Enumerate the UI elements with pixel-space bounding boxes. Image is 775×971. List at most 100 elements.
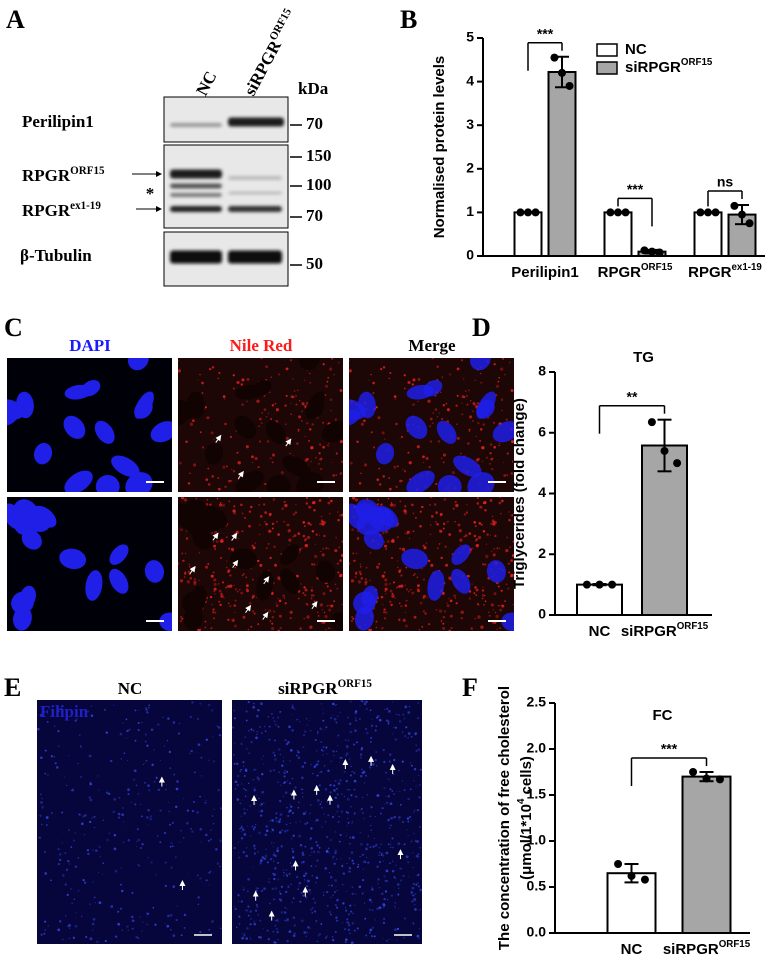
filipin-dot bbox=[253, 847, 257, 850]
filipin-dot bbox=[332, 858, 334, 860]
filipin-dot bbox=[55, 766, 59, 769]
filipin-dot bbox=[401, 731, 404, 733]
lipid-dot bbox=[220, 592, 223, 595]
filipin-dot bbox=[173, 773, 176, 776]
lipid-dot bbox=[264, 482, 267, 486]
lipid-dot bbox=[326, 585, 329, 588]
filipin-dot bbox=[314, 739, 317, 741]
data-point bbox=[696, 208, 705, 217]
filipin-dot bbox=[172, 934, 176, 937]
lipid-dot bbox=[437, 440, 441, 443]
filipin-dot bbox=[325, 849, 329, 853]
lipid-dot bbox=[468, 532, 472, 535]
filipin-dot bbox=[233, 762, 236, 765]
filipin-dot bbox=[413, 898, 417, 901]
filipin-dot bbox=[82, 815, 85, 818]
lipid-dot bbox=[431, 358, 434, 360]
lipid-dot bbox=[511, 460, 514, 463]
filipin-dot bbox=[170, 842, 173, 845]
row-label-base: β-Tubulin bbox=[20, 246, 92, 265]
y-tick-label: 8 bbox=[538, 363, 546, 379]
lipid-dot bbox=[321, 553, 325, 557]
filipin-dot bbox=[322, 754, 324, 756]
filipin-dot bbox=[272, 846, 274, 848]
lipid-dot bbox=[378, 562, 381, 565]
filipin-dot bbox=[382, 903, 386, 907]
filipin-dot bbox=[389, 802, 393, 806]
lipid-dot bbox=[236, 451, 239, 454]
row-label: Perilipin1 bbox=[22, 112, 94, 131]
filipin-dot bbox=[288, 782, 292, 785]
filipin-dot bbox=[347, 798, 350, 801]
lipid-dot bbox=[481, 593, 485, 597]
filipin-dot bbox=[349, 722, 352, 726]
bar bbox=[641, 444, 688, 616]
filipin-dot bbox=[352, 862, 355, 865]
filipin-dot bbox=[390, 894, 393, 897]
filipin-dot bbox=[197, 743, 201, 747]
filipin-dot bbox=[237, 841, 239, 843]
filipin-dot bbox=[134, 709, 137, 712]
filipin-dot bbox=[320, 703, 323, 705]
filipin-dot bbox=[291, 728, 295, 732]
data-point bbox=[730, 201, 739, 210]
lipid-dot bbox=[398, 569, 402, 572]
lipid-dot bbox=[355, 573, 358, 576]
filipin-dot bbox=[358, 885, 362, 889]
filipin-dot bbox=[141, 722, 143, 724]
filipin-dot bbox=[342, 872, 346, 875]
lipid-dot bbox=[304, 435, 306, 438]
filipin-dot bbox=[155, 873, 157, 876]
lipid-dot bbox=[500, 513, 502, 515]
filipin-dot bbox=[384, 708, 386, 711]
filipin-dot bbox=[108, 832, 110, 834]
lipid-dot bbox=[218, 583, 220, 585]
filipin-dot bbox=[245, 854, 248, 858]
filipin-dot bbox=[382, 860, 384, 862]
data-point bbox=[595, 580, 604, 589]
filipin-dot bbox=[382, 906, 385, 909]
filipin-dot bbox=[241, 783, 243, 785]
filipin-dot bbox=[414, 809, 416, 811]
nucleus bbox=[184, 606, 203, 631]
lipid-dot bbox=[229, 435, 233, 439]
nucleus bbox=[150, 421, 172, 443]
filipin-dot bbox=[241, 828, 245, 832]
lipid-dot bbox=[489, 452, 492, 455]
lipid-dot bbox=[250, 505, 253, 509]
x-tick-label-sup: ORF15 bbox=[719, 939, 751, 950]
filipin-dot bbox=[245, 910, 247, 912]
lipid-dot bbox=[334, 418, 337, 421]
lipid-dot bbox=[417, 589, 421, 593]
filipin-dot bbox=[144, 762, 146, 764]
filipin-dot bbox=[414, 903, 416, 906]
lipid-dot bbox=[512, 540, 514, 543]
filipin-dot bbox=[396, 939, 398, 941]
band bbox=[170, 193, 222, 197]
lipid-dot bbox=[306, 604, 309, 606]
filipin-dot bbox=[256, 731, 258, 733]
filipin-dot bbox=[410, 819, 412, 821]
filipin-dot bbox=[373, 935, 376, 938]
filipin-dot bbox=[385, 851, 389, 855]
lipid-dot bbox=[225, 536, 228, 539]
filipin-dot bbox=[267, 938, 270, 941]
lipid-dot bbox=[251, 455, 254, 459]
filipin-dot bbox=[382, 748, 385, 752]
lipid-dot bbox=[468, 430, 471, 433]
lipid-dot bbox=[261, 412, 263, 414]
legend-label-base: siRPGR bbox=[625, 59, 681, 76]
lipid-dot bbox=[482, 502, 485, 505]
filipin-dot bbox=[407, 732, 411, 735]
filipin-dot bbox=[240, 827, 242, 829]
lipid-dot bbox=[333, 374, 335, 376]
lipid-dot bbox=[274, 563, 278, 567]
lipid-dot bbox=[455, 404, 458, 407]
filipin-dot bbox=[196, 717, 199, 720]
filipin-dot bbox=[345, 752, 349, 755]
filipin-dot bbox=[389, 753, 392, 756]
filipin-dot bbox=[325, 835, 329, 839]
filipin-dot bbox=[405, 855, 409, 859]
filipin-dot bbox=[410, 891, 414, 894]
filipin-dot bbox=[233, 709, 236, 712]
